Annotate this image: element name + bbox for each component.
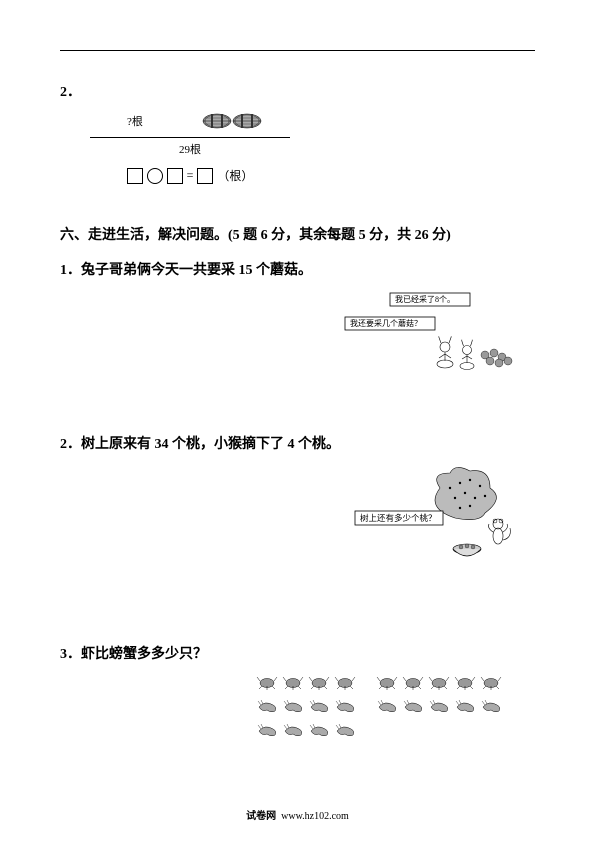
shrimp-icon bbox=[284, 700, 302, 712]
tree-icon bbox=[435, 467, 496, 519]
q2s-illustration: 树上还有多少个桃？ bbox=[60, 463, 535, 563]
q2-equation: = （根） bbox=[90, 167, 290, 184]
q2s-bubble-text: 树上还有多少个桃？ bbox=[360, 513, 437, 523]
section-6-heading: 六、走进生活，解决问题。(5 题 6 分，其余每题 5 分，共 26 分) bbox=[60, 224, 535, 244]
q2-unit: （根） bbox=[217, 167, 253, 184]
q2-total-label: 29根 bbox=[90, 141, 290, 157]
section6-q2: 2．树上原来有 34 个桃，小猴摘下了 4 个桃。 树上还有多少个桃？ bbox=[60, 433, 535, 563]
shrimp-icon bbox=[336, 700, 354, 712]
shrimp-icon bbox=[378, 700, 396, 712]
q3-illustration bbox=[60, 673, 535, 739]
shrimp-row bbox=[60, 697, 505, 715]
q1-text: 1．兔子哥弟俩今天一共要采 15 个蘑菇。 bbox=[60, 259, 535, 279]
q3-text: 3．虾比螃蟹多多少只？ bbox=[60, 643, 535, 663]
section6-q1: 1．兔子哥弟俩今天一共要采 15 个蘑菇。 我已经采了8个。 我还要采几个蘑菇？ bbox=[60, 259, 535, 379]
shrimp-icon bbox=[258, 724, 276, 736]
crab-icon bbox=[309, 677, 329, 690]
shrimp-icon bbox=[336, 724, 354, 736]
shrimp-row2 bbox=[60, 721, 505, 739]
crab-icon bbox=[403, 677, 423, 690]
q3-label: 3． bbox=[60, 647, 81, 662]
shrimp-icon bbox=[404, 700, 422, 712]
q2-rule bbox=[90, 137, 290, 138]
page-footer: 试卷网 www.hz102.com bbox=[0, 807, 595, 822]
blank-square bbox=[127, 168, 143, 184]
q2s-body: 树上原来有 34 个桃，小猴摘下了 4 个桃。 bbox=[81, 437, 340, 452]
shrimp-icon bbox=[310, 724, 328, 736]
crab-icon bbox=[455, 677, 475, 690]
equals-sign: = bbox=[187, 168, 194, 183]
basket-icon bbox=[453, 544, 481, 556]
blank-square bbox=[167, 168, 183, 184]
q2-tape-diagram: ?根 bbox=[90, 107, 310, 184]
q1-body: 兔子哥弟俩今天一共要采 15 个蘑菇。 bbox=[81, 263, 312, 278]
q2-left-label: ?根 bbox=[90, 113, 180, 129]
top-rule bbox=[60, 50, 535, 51]
q1-illustration: 我已经采了8个。 我还要采几个蘑菇？ bbox=[60, 289, 535, 379]
crab-icon bbox=[429, 677, 449, 690]
crab-row bbox=[60, 673, 505, 691]
crab-icon bbox=[257, 677, 277, 690]
q2s-label: 2． bbox=[60, 437, 81, 452]
shrimp-icon bbox=[456, 700, 474, 712]
shrimp-icon bbox=[310, 700, 328, 712]
section6-q3: 3．虾比螃蟹多多少只？ bbox=[60, 643, 535, 739]
q3-body: 虾比螃蟹多多少只？ bbox=[81, 647, 207, 662]
q1-bubble2-text: 我还要采几个蘑菇？ bbox=[350, 318, 422, 328]
shrimp-icon bbox=[258, 700, 276, 712]
footer-label: 试卷网 bbox=[246, 811, 276, 822]
question-2: 2． ?根 bbox=[60, 81, 535, 184]
mushrooms-icon bbox=[481, 349, 512, 367]
crab-icon bbox=[481, 677, 501, 690]
q1-bubble1-text: 我已经采了8个。 bbox=[395, 294, 455, 304]
shrimp-icon bbox=[430, 700, 448, 712]
q2s-text: 2．树上原来有 34 个桃，小猴摘下了 4 个桃。 bbox=[60, 433, 535, 453]
q2-bundle-image bbox=[180, 106, 290, 136]
crab-icon bbox=[377, 677, 397, 690]
blank-square bbox=[197, 168, 213, 184]
shrimp-icon bbox=[482, 700, 500, 712]
q1-label: 1． bbox=[60, 263, 81, 278]
shrimp-icon bbox=[284, 724, 302, 736]
q2-number: 2． bbox=[60, 81, 535, 101]
monkey-icon bbox=[489, 519, 511, 544]
footer-url: www.hz102.com bbox=[281, 811, 349, 822]
crab-icon bbox=[283, 677, 303, 690]
crab-icon bbox=[335, 677, 355, 690]
blank-circle bbox=[147, 168, 163, 184]
